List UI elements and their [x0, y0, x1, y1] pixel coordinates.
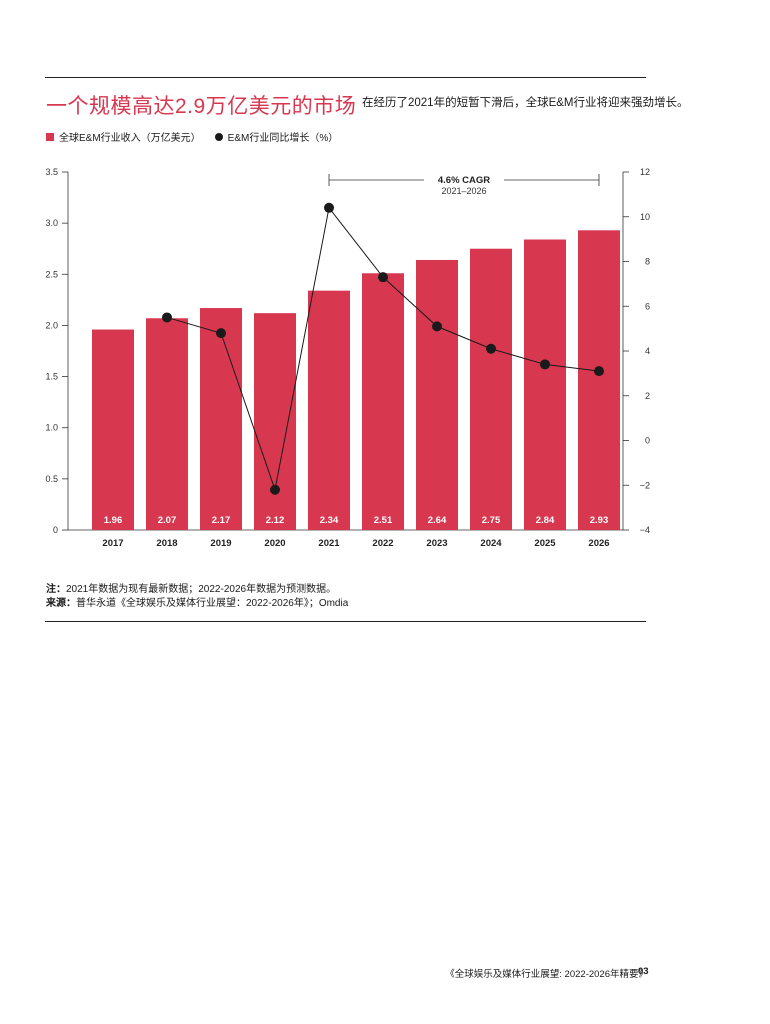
right-y-tick-label: 8: [645, 257, 650, 267]
chart-note: 注：2021年数据为现有最新数据；2022-2026年数据为预测数据。: [46, 580, 336, 595]
page-subtitle: 在经历了2021年的短暂下滑后，全球E&M行业将迎来强劲增长。: [362, 97, 689, 109]
bar-2025: [524, 239, 566, 530]
legend-line-label: E&M行业同比增长（%）: [227, 133, 339, 144]
bar-value-label: 2.12: [266, 515, 285, 526]
x-tick-label: 2025: [534, 538, 556, 549]
right-y-tick-label: 2: [645, 391, 650, 401]
growth-point: [486, 343, 496, 354]
right-y-tick-label: 0: [645, 436, 650, 446]
right-y-tick-label: −4: [640, 525, 650, 535]
x-tick-label: 2018: [156, 538, 177, 549]
note-label: 注：: [46, 584, 66, 595]
x-tick-label: 2022: [372, 538, 393, 549]
note-text: 2021年数据为现有最新数据；2022-2026年数据为预测数据。: [66, 584, 337, 595]
right-y-tick-label: 10: [640, 212, 650, 222]
chart-source: 来源：普华永道《全球娱乐及媒体行业展望：2022-2026年》；Omdia: [46, 594, 348, 609]
bar-value-label: 2.64: [428, 515, 447, 526]
source-text: 普华永道《全球娱乐及媒体行业展望：2022-2026年》；Omdia: [76, 598, 349, 609]
bar-2026: [578, 230, 620, 530]
cagr-period-label: 2021–2026: [441, 186, 486, 196]
footer-title: 《全球娱乐及媒体行业展望: 2022-2026年精要》: [445, 969, 648, 980]
x-tick-label: 2026: [588, 538, 609, 549]
left-y-tick-label: 1.0: [45, 423, 58, 433]
growth-point: [216, 328, 226, 339]
growth-point: [594, 366, 604, 377]
cagr-label: 4.6% CAGR: [438, 175, 490, 186]
growth-point: [270, 484, 280, 495]
growth-point: [540, 359, 550, 370]
bottom-rule: [45, 621, 646, 622]
bar-2021: [308, 290, 350, 530]
bar-value-label: 2.93: [590, 515, 609, 526]
x-tick-label: 2021: [318, 538, 340, 549]
bar-value-label: 1.96: [104, 515, 123, 526]
bar-2023: [416, 259, 458, 530]
page-title: 一个规模高达2.9万亿美元的市场: [46, 95, 357, 118]
right-y-tick-label: 4: [645, 346, 650, 356]
legend-line-swatch: [214, 132, 223, 141]
right-y-tick-label: 12: [640, 167, 650, 177]
bar-2017: [92, 329, 134, 530]
growth-point: [432, 321, 442, 332]
x-tick-label: 2024: [480, 538, 502, 549]
x-tick-label: 2020: [264, 538, 285, 549]
legend-bar-label: 全球E&M行业收入（万亿美元）: [59, 133, 201, 144]
bar-value-label: 2.17: [212, 515, 231, 526]
growth-point: [162, 312, 172, 323]
source-label: 来源：: [46, 598, 76, 609]
growth-point: [378, 272, 388, 283]
left-y-tick-label: 2.0: [45, 320, 58, 330]
left-y-tick-label: 0.5: [45, 474, 58, 484]
legend-bar-swatch: [46, 132, 54, 141]
left-y-tick-label: 2.5: [45, 269, 58, 279]
chart-legend: 全球E&M行业收入（万亿美元） E&M行业同比增长（%）: [46, 129, 338, 144]
revenue-growth-chart: 0 0.5 1.0 1.5 2.0 2.5 3.0 3.5 −4 −2 0 2 4 6 8 10 12 1.96 2…: [45, 167, 650, 549]
bar-2018: [146, 318, 188, 530]
bar-value-label: 2.51: [374, 515, 393, 526]
bar-value-label: 2.34: [320, 515, 339, 526]
right-y-tick-label: −2: [640, 480, 650, 490]
left-y-tick-label: 3.0: [45, 218, 58, 228]
growth-point: [324, 202, 334, 213]
bar-2022: [362, 273, 404, 530]
right-y-tick-label: 6: [645, 301, 650, 311]
left-y-tick-label: 1.5: [45, 372, 58, 382]
bar-value-label: 2.07: [158, 515, 177, 526]
left-y-tick-label: 3.5: [45, 167, 58, 177]
bar-2024: [470, 248, 512, 530]
left-y-tick-label: 0: [53, 525, 58, 535]
top-rule: [45, 77, 646, 78]
bar-2020: [254, 313, 296, 530]
bar-value-label: 2.84: [536, 515, 555, 526]
x-tick-label: 2019: [210, 538, 231, 549]
x-tick-label: 2017: [102, 538, 123, 549]
x-tick-label: 2023: [426, 538, 447, 549]
bar-value-label: 2.75: [482, 515, 501, 526]
bar-2019: [200, 308, 242, 530]
page-number: 03: [638, 966, 649, 977]
